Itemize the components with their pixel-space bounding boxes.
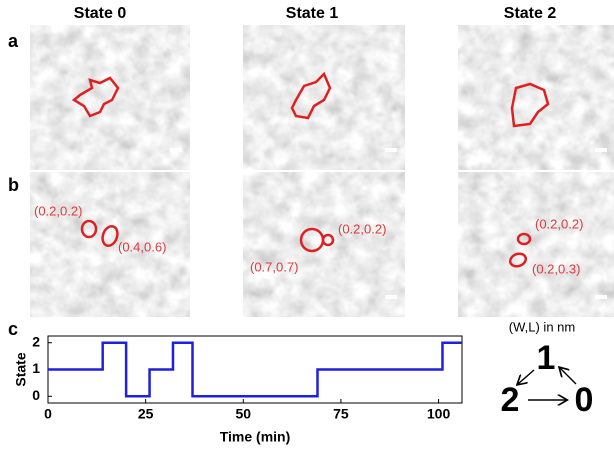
annotation: (0.2,0.2)	[535, 216, 583, 231]
y-tick-label: 1	[32, 360, 40, 376]
y-tick-label: 2	[32, 333, 40, 349]
panel-label: c	[8, 319, 18, 339]
panel-label: b	[8, 175, 19, 195]
state-node: 2	[501, 381, 520, 419]
x-tick-label: 50	[235, 406, 251, 422]
contour	[71, 76, 120, 118]
x-tick-label: 75	[333, 406, 349, 422]
contour	[510, 82, 550, 128]
images	[30, 25, 614, 317]
x-tick-label: 100	[427, 406, 451, 422]
column-title: State 0	[74, 5, 127, 22]
annotation: (0.2,0.3)	[532, 261, 580, 276]
stm-image	[458, 25, 614, 170]
chart: 0 25 50 75 100 0 1 2 Time (min) State	[13, 333, 463, 445]
legend-note: (W,L) in nm	[509, 319, 575, 334]
x-axis-label: Time (min)	[220, 429, 291, 445]
annotation: (0.2,0.2)	[338, 221, 386, 236]
annotation: (0.7,0.7)	[250, 259, 298, 274]
state-node: 0	[575, 381, 594, 419]
contour	[508, 252, 528, 268]
contour	[516, 232, 532, 246]
y-tick-label: 0	[32, 387, 40, 403]
state-arrows	[518, 368, 577, 400]
state-line	[48, 341, 462, 398]
scale-bars	[170, 148, 607, 299]
column-title: State 1	[286, 5, 339, 22]
state-node: 1	[537, 339, 556, 377]
contour	[101, 225, 119, 247]
annotation: (0.2,0.2)	[34, 203, 82, 218]
x-tick-label: 25	[138, 406, 154, 422]
column-title: State 2	[504, 5, 557, 22]
contour	[290, 71, 332, 120]
x-tick-label: 0	[44, 406, 52, 422]
y-axis-label: State	[13, 352, 29, 386]
contour	[80, 219, 98, 239]
contour	[321, 233, 335, 247]
stm-image	[30, 25, 190, 170]
panel-label: a	[8, 31, 19, 51]
annotation: (0.4,0.6)	[118, 239, 166, 254]
stm-image	[458, 172, 614, 317]
